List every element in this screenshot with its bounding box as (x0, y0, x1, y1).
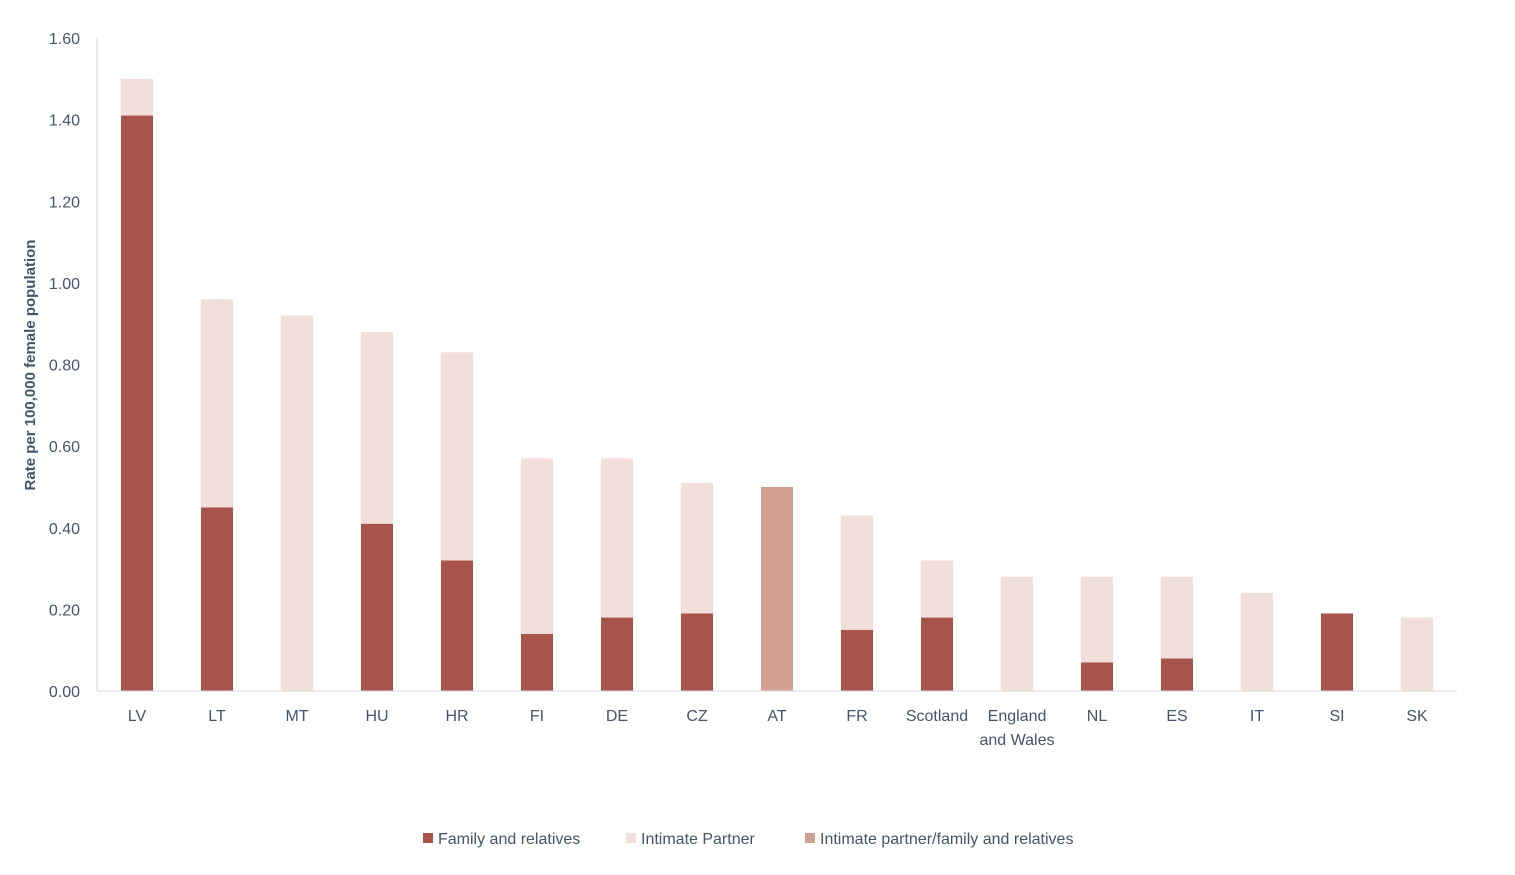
x-tick-label: FI (530, 708, 544, 725)
bar-segment (1081, 576, 1113, 663)
bar-segment (1321, 613, 1353, 691)
x-tick-label: and Wales (980, 732, 1055, 749)
y-tick-label: 1.60 (49, 31, 80, 48)
y-tick-label: 0.40 (49, 521, 80, 538)
bar-segment (1081, 662, 1113, 691)
bar-segment (521, 633, 553, 691)
x-tick-label: England (988, 708, 1047, 725)
x-tick-label: LT (208, 708, 226, 725)
x-tick-label: NL (1087, 708, 1108, 725)
x-tick-label: SK (1406, 708, 1428, 725)
legend-label: Intimate Partner (641, 831, 756, 848)
bar-segment (521, 458, 553, 634)
x-tick-label: LV (128, 708, 147, 725)
bar-segment (121, 115, 153, 692)
bar-segment (281, 315, 313, 691)
bar-segment (361, 331, 393, 524)
x-tick-label: Scotland (906, 708, 968, 725)
bar-segment (1241, 593, 1273, 691)
x-tick-label: HR (445, 708, 468, 725)
x-tick-label: AT (767, 708, 786, 725)
x-tick-label: ES (1166, 708, 1187, 725)
bar-segment (601, 458, 633, 618)
bar-segment (681, 482, 713, 614)
y-tick-label: 0.60 (49, 439, 80, 456)
y-tick-label: 1.20 (49, 194, 80, 211)
x-tick-label: MT (285, 708, 308, 725)
bar-segment (1161, 658, 1193, 691)
legend-swatch (626, 833, 636, 843)
y-tick-label: 0.80 (49, 358, 80, 375)
bar-segment (1161, 576, 1193, 659)
x-tick-label: IT (1250, 708, 1264, 725)
y-axis: 0.00 0.20 0.40 0.60 0.80 1.00 1.20 1.40 1.60 (49, 31, 98, 701)
legend-label: Intimate partner/family and relatives (820, 831, 1073, 848)
bar-segment (841, 515, 873, 630)
y-tick-label: 1.00 (49, 276, 80, 293)
bar-segment (921, 617, 953, 691)
bar-segment (201, 507, 233, 691)
bar-segment (201, 299, 233, 508)
legend-swatch (805, 833, 815, 843)
bar-segment (1001, 576, 1033, 691)
y-tick-label: 1.40 (49, 113, 80, 130)
bar-segment (441, 352, 473, 561)
x-tick-label: DE (606, 708, 628, 725)
x-tick-label: CZ (686, 708, 708, 725)
x-tick-label: SI (1329, 708, 1344, 725)
bar-segment (1401, 617, 1433, 691)
legend-label: Family and relatives (438, 831, 580, 848)
bar-segment (841, 629, 873, 691)
x-tick-label: FR (846, 708, 867, 725)
y-tick-label: 0.20 (49, 602, 80, 619)
bar-segment (681, 613, 713, 691)
bars (121, 78, 1433, 692)
bar-segment (441, 560, 473, 691)
bar-segment (121, 78, 153, 116)
y-axis-title: Rate per 100,000 female population (22, 240, 39, 491)
bar-segment (761, 486, 793, 691)
x-tick-label: HU (365, 708, 388, 725)
x-axis: LV LT MT HU HR FI DE CZ AT FR Scotland England and W… (97, 690, 1457, 749)
y-tick-label: 0.00 (49, 684, 80, 701)
bar-segment (921, 560, 953, 618)
legend: Family and relatives Intimate Partner Inti… (423, 831, 1073, 848)
bar-segment (601, 617, 633, 691)
legend-swatch (423, 833, 433, 843)
bar-segment (361, 523, 393, 691)
